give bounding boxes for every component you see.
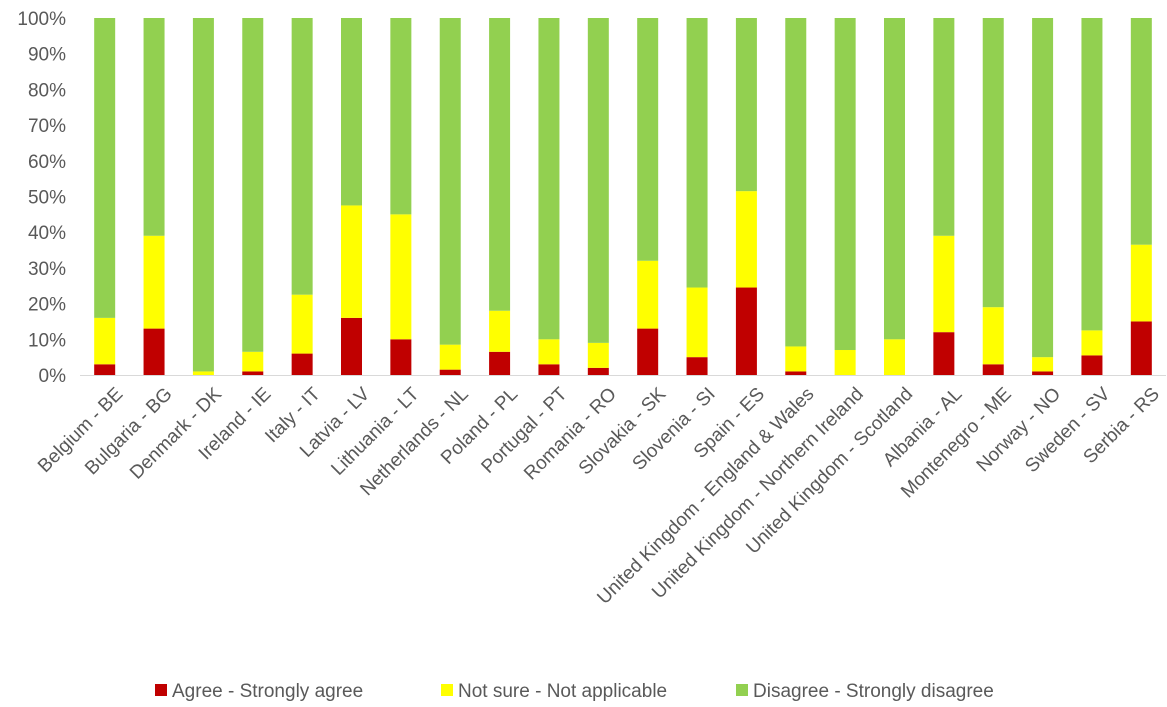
bar-segment-2-16 [884,18,905,340]
bar-segment-1-8 [489,310,511,352]
bar-segment-1-21 [1130,244,1152,322]
bars [94,18,1152,375]
y-tick-label: 40% [28,223,66,244]
y-tick-label: 80% [28,80,66,101]
bar-segment-0-18 [982,364,1004,375]
bar-segment-2-5 [341,18,362,206]
bar-segment-0-12 [686,357,708,375]
bar-segment-0-8 [489,351,511,375]
bar-segment-2-0 [94,18,116,318]
legend-swatch [736,684,748,696]
bar-segment-1-2 [192,371,214,375]
bar-segment-2-10 [587,18,609,343]
bar-segment-1-9 [538,339,560,365]
bar-segment-1-11 [637,260,659,329]
bar-segment-1-1 [143,235,165,329]
bar-segment-0-19 [1032,371,1054,375]
legend-swatch [441,684,453,696]
bar-segment-0-6 [390,339,412,375]
y-tick-label: 0% [39,366,67,387]
bar-segment-2-6 [390,18,412,215]
bar-segment-2-3 [242,18,264,352]
bar-segment-0-10 [587,367,609,375]
bar-segment-0-7 [439,369,461,375]
bar-segment-2-11 [637,18,659,261]
bar-segment-2-14 [785,18,807,347]
bar-segment-2-7 [439,18,461,345]
y-tick-label: 90% [28,45,66,66]
bar-segment-0-9 [538,364,560,375]
bar-segment-2-18 [982,18,1004,308]
bar-segment-1-12 [686,287,708,358]
bar-segment-0-17 [933,332,955,375]
y-tick-label: 20% [28,295,66,316]
bar-segment-0-21 [1130,321,1152,375]
y-tick-label: 10% [28,330,66,351]
bar-segment-0-0 [94,364,116,375]
bar-segment-0-3 [242,371,264,375]
y-tick-label: 70% [28,116,66,137]
y-tick-label: 30% [28,259,66,280]
bar-segment-1-5 [341,205,362,318]
bar-segment-0-4 [291,353,313,375]
bar-segment-2-2 [192,18,214,372]
legend: Agree - Strongly agree Not sure - Not app… [155,681,994,702]
bar-segment-2-21 [1130,18,1152,245]
bar-segment-0-13 [735,287,757,375]
bar-segment-2-15 [834,18,856,351]
bar-segment-2-1 [143,18,165,236]
y-tick-label: 60% [28,152,66,173]
bar-segment-1-10 [587,342,609,368]
bar-segment-1-4 [291,294,313,354]
bar-segment-0-14 [785,371,807,375]
y-tick-label: 50% [28,188,66,209]
bar-segment-1-0 [94,317,116,365]
legend-label: Disagree - Strongly disagree [753,681,994,702]
bar-segment-2-20 [1081,18,1103,331]
legend-item: Disagree - Strongly disagree [736,681,994,702]
bar-segment-0-20 [1081,355,1103,375]
x-tick-label: Belgium - BE [34,384,127,477]
bar-segment-0-5 [341,317,362,375]
legend-label: Not sure - Not applicable [458,681,667,702]
bar-segment-1-18 [982,307,1004,365]
bar-segment-1-17 [933,235,955,333]
bar-segment-1-6 [390,214,412,340]
bar-segment-2-12 [686,18,708,288]
bar-segment-1-15 [834,350,856,375]
bar-segment-2-4 [291,18,313,295]
bar-segment-2-19 [1032,18,1054,358]
bar-segment-0-1 [143,328,165,375]
legend-item: Not sure - Not applicable [441,681,667,702]
bar-segment-2-13 [735,18,757,192]
bar-segment-1-14 [785,346,807,372]
bar-segment-2-8 [489,18,511,311]
bar-segment-1-3 [242,351,264,372]
legend-label: Agree - Strongly agree [172,681,363,702]
bar-segment-2-9 [538,18,560,340]
bar-segment-1-16 [884,339,905,375]
bar-segment-1-19 [1032,357,1054,372]
bar-segment-1-13 [735,191,757,288]
x-tick-label: Portugal - PT [478,383,572,477]
bar-segment-1-20 [1081,330,1103,356]
bar-segment-0-11 [637,328,659,375]
legend-item: Agree - Strongly agree [155,681,363,702]
bar-segment-2-17 [933,18,955,236]
legend-swatch [155,684,167,696]
bar-segment-1-7 [439,344,461,370]
y-tick-label: 100% [17,9,66,30]
y-axis: 0% 10% 20% 30% 40% 50% 60% 70% 80% 90% 100% [17,9,66,387]
